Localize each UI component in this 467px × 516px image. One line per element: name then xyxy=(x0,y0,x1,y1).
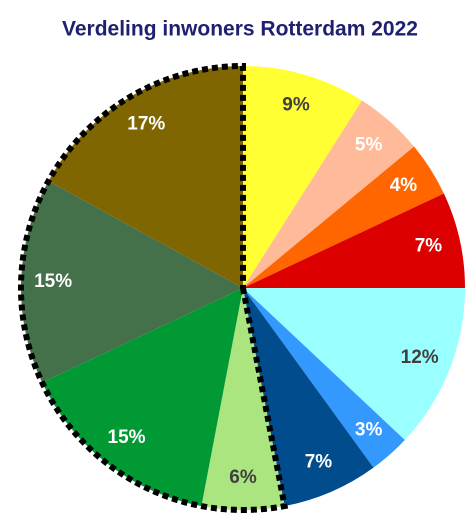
pie-slice xyxy=(243,288,405,468)
data-label: 12% xyxy=(401,347,439,368)
pie-slice xyxy=(243,288,465,440)
data-label: 7% xyxy=(305,451,333,472)
data-label: 15% xyxy=(34,271,72,292)
pie-slice xyxy=(243,146,444,288)
data-label: 3% xyxy=(355,420,383,441)
data-label: 17% xyxy=(127,113,165,134)
data-label: 7% xyxy=(415,236,443,257)
data-label: 5% xyxy=(355,134,383,155)
chart-title: Verdeling inwoners Rotterdam 2022 xyxy=(62,18,418,41)
pie-slice xyxy=(243,193,465,288)
highlight-outline xyxy=(18,62,289,513)
data-label: 15% xyxy=(108,427,146,448)
pie-slice xyxy=(243,288,374,507)
pie-slice xyxy=(42,288,244,507)
pie-slice xyxy=(243,66,362,288)
pie-slice xyxy=(243,100,415,288)
pie-slice xyxy=(201,288,285,511)
pie-slice xyxy=(21,181,243,383)
data-label: 4% xyxy=(390,175,418,196)
data-label: 6% xyxy=(229,467,257,488)
data-label: 9% xyxy=(282,95,310,116)
